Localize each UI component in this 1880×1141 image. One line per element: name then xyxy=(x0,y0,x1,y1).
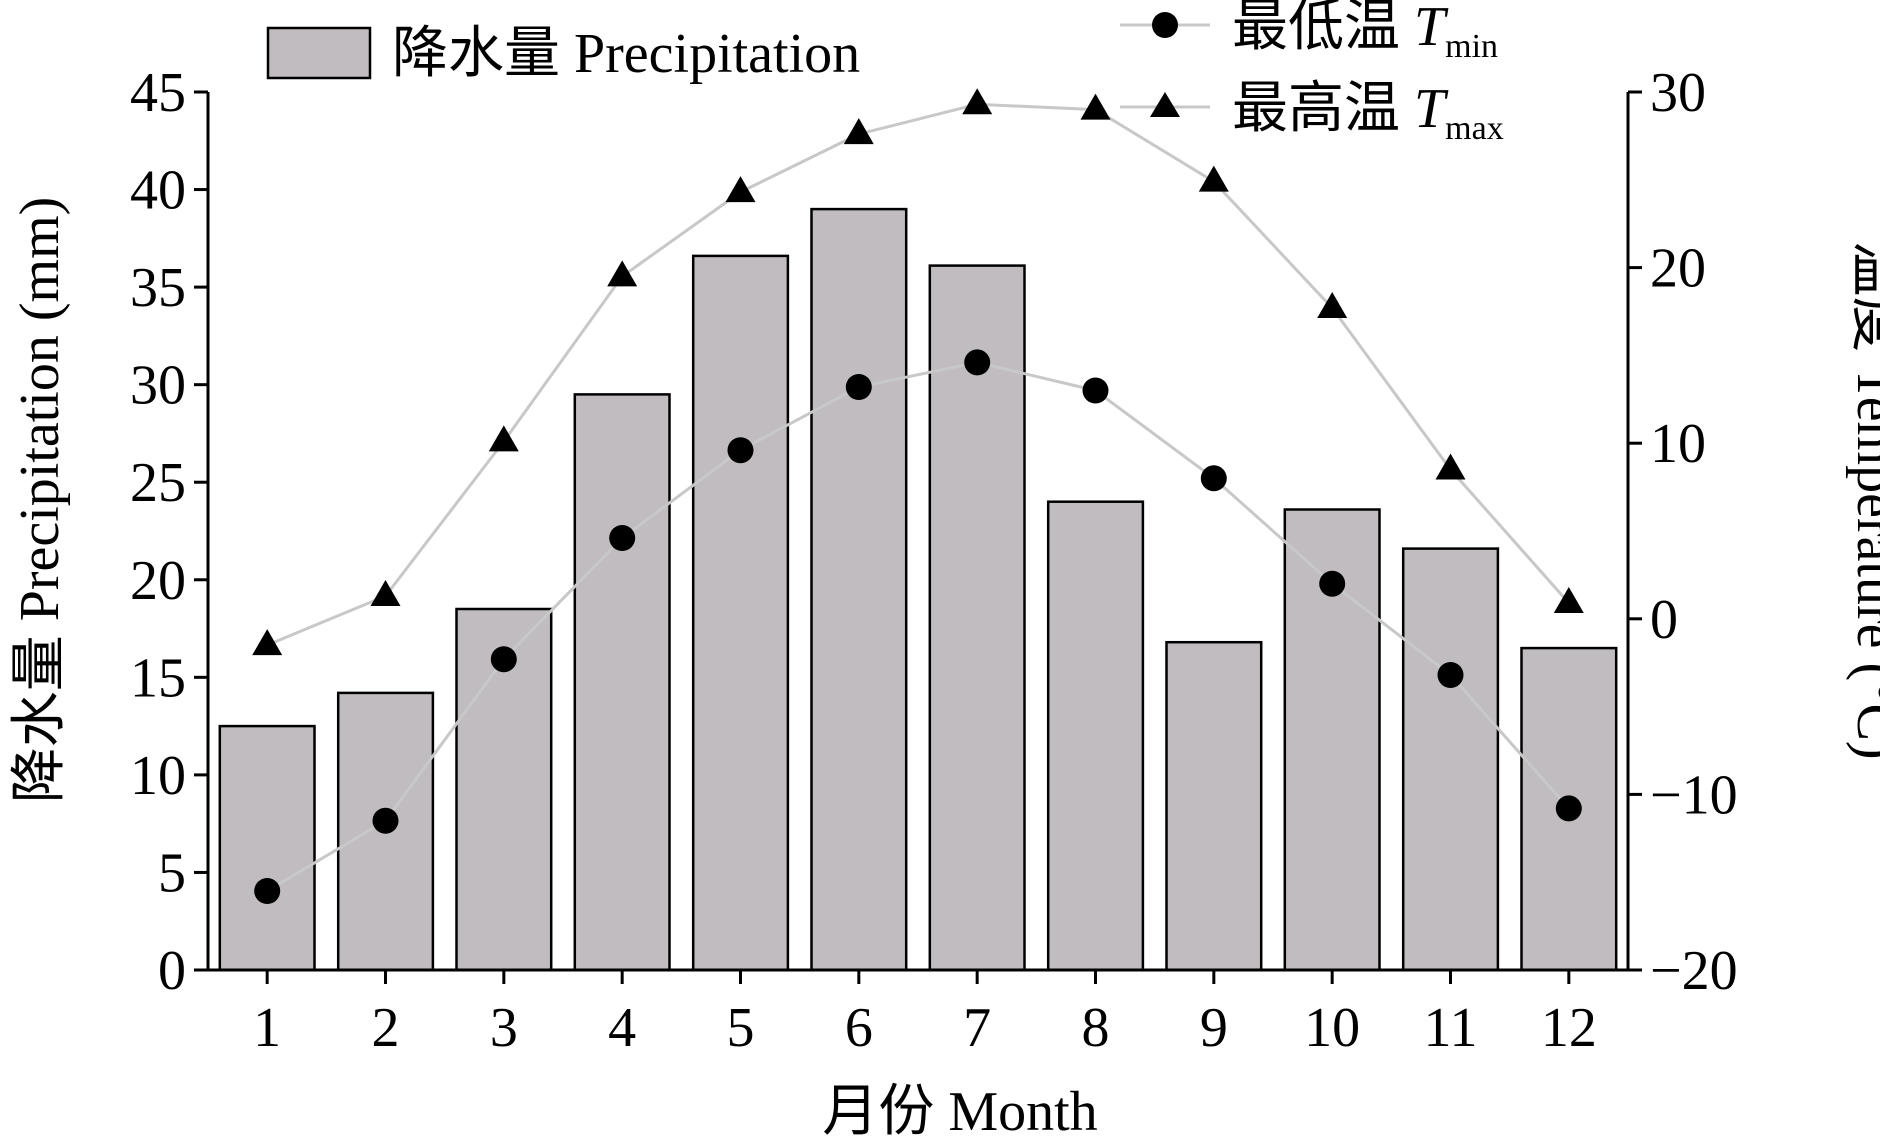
x-tick-label-1: 1 xyxy=(253,997,281,1059)
bar-month-4 xyxy=(573,393,671,972)
temperature-lines xyxy=(252,88,1584,904)
legend-marker-tmin xyxy=(1152,12,1178,38)
axes xyxy=(194,90,1642,984)
x-tick-label-4: 4 xyxy=(608,997,636,1059)
tmin-point-12 xyxy=(1555,795,1582,822)
bar-month-8 xyxy=(1046,500,1145,972)
tmin-point-7 xyxy=(964,349,991,376)
tmin-point-6 xyxy=(845,374,872,400)
bar-month-5 xyxy=(691,254,790,972)
y-left-tick-label-25: 25 xyxy=(130,452,186,514)
tmin-point-11 xyxy=(1437,662,1464,688)
bar-month-1 xyxy=(218,724,316,972)
y-axis-right-title: 温度 Temperature (°C) xyxy=(1845,240,1880,759)
legend-tmax-prefix: 最高温 xyxy=(1232,78,1414,140)
y-left-tick-label-15: 15 xyxy=(130,647,186,709)
legend: 降水量 Precipitation 最低温 Tmin 最高温 Tmax xyxy=(266,0,1504,147)
x-tick-label-11: 11 xyxy=(1424,997,1478,1059)
x-tick-label-6: 6 xyxy=(845,997,873,1059)
bar-month-9 xyxy=(1165,640,1263,972)
legend-marker-tmax xyxy=(1150,92,1180,117)
tmax-point-6 xyxy=(843,118,874,145)
y-left-tick-label-35: 35 xyxy=(130,257,186,319)
precipitation-bars xyxy=(218,207,1618,972)
tmax-point-10 xyxy=(1317,292,1348,318)
y-left-tick-label-10: 10 xyxy=(130,745,186,807)
tmax-point-11 xyxy=(1435,453,1466,480)
y-left-tick-label-40: 40 xyxy=(130,160,186,222)
x-tick-label-9: 9 xyxy=(1200,997,1228,1059)
y-right-tick-label--20: −20 xyxy=(1650,940,1738,1002)
x-tick-label-7: 7 xyxy=(963,997,991,1059)
y-right-tick-label-0: 0 xyxy=(1650,589,1678,651)
x-tick-label-3: 3 xyxy=(490,997,518,1059)
bar-month-6 xyxy=(810,207,908,972)
tmin-point-3 xyxy=(490,646,517,673)
legend-tmax-symbol: T xyxy=(1414,78,1449,140)
legend-label-tmin: 最低温 Tmin xyxy=(1232,0,1498,65)
y-left-tick-label-20: 20 xyxy=(130,550,186,612)
tmax-point-12 xyxy=(1553,587,1584,613)
tmin-point-1 xyxy=(254,878,281,904)
legend-label-precipitation: 降水量 Precipitation xyxy=(392,23,860,85)
tmin-point-4 xyxy=(609,525,636,551)
tmax-line xyxy=(266,102,1570,647)
y-left-tick-label-45: 45 xyxy=(130,62,186,124)
legend-label-tmax: 最高温 Tmax xyxy=(1232,78,1504,147)
x-tick-label-5: 5 xyxy=(727,997,755,1059)
y-right-tick-label-10: 10 xyxy=(1650,413,1706,475)
y-left-tick-label-5: 5 xyxy=(158,842,186,904)
tmin-point-2 xyxy=(372,807,399,834)
bar-month-7 xyxy=(928,264,1026,972)
tmax-point-1 xyxy=(252,629,283,656)
x-axis-title: 月份 Month xyxy=(822,1081,1097,1141)
tmax-point-2 xyxy=(370,580,401,606)
y-right-tick-label--10: −10 xyxy=(1650,764,1738,826)
legend-tmin-sub: min xyxy=(1445,28,1498,65)
tmax-point-8 xyxy=(1080,93,1111,120)
bar-month-11 xyxy=(1401,547,1500,972)
tmax-point-7 xyxy=(962,88,993,115)
tmax-point-5 xyxy=(725,176,756,203)
tmin-point-9 xyxy=(1200,465,1227,492)
x-tick-label-10: 10 xyxy=(1304,997,1360,1059)
legend-swatch-precipitation xyxy=(266,26,372,80)
y-left-tick-label-30: 30 xyxy=(130,355,186,417)
x-tick-label-12: 12 xyxy=(1541,997,1597,1059)
y-right-tick-label-30: 30 xyxy=(1650,62,1706,124)
y-left-tick-label-0: 0 xyxy=(158,940,186,1002)
y-axis-left-title: 降水量 Precipitation (mm) xyxy=(9,197,71,804)
tmin-point-10 xyxy=(1319,570,1346,597)
tmax-point-9 xyxy=(1198,165,1229,192)
y-right-tick-label-20: 20 xyxy=(1650,238,1706,300)
legend-tmin-prefix: 最低温 xyxy=(1232,0,1414,58)
tmin-point-5 xyxy=(727,437,754,464)
tmin-line xyxy=(266,360,1570,893)
legend-tmax-sub: max xyxy=(1445,110,1504,147)
tmax-point-3 xyxy=(488,425,519,452)
x-tick-label-8: 8 xyxy=(1082,997,1110,1059)
tmax-point-4 xyxy=(607,260,638,287)
legend-tmin-symbol: T xyxy=(1414,0,1449,58)
x-tick-label-2: 2 xyxy=(372,997,400,1059)
tmin-point-8 xyxy=(1082,377,1109,404)
